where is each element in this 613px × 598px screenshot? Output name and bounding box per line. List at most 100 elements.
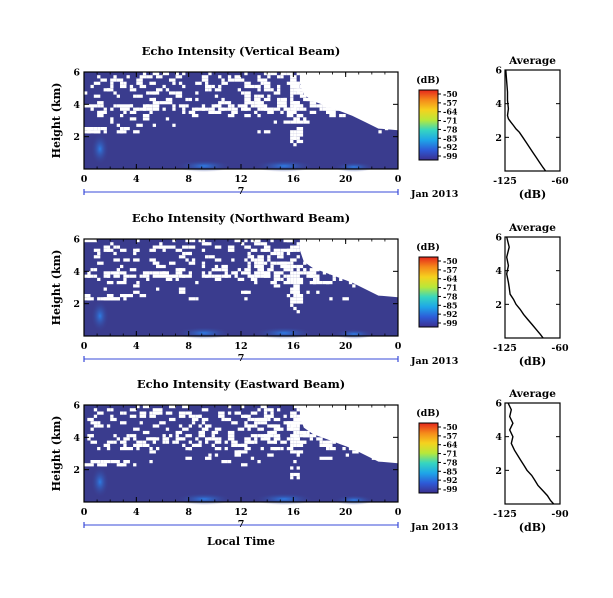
gap-cell xyxy=(169,434,173,438)
gap-cell xyxy=(257,107,261,111)
gap-cell xyxy=(332,421,336,425)
gap-cell xyxy=(260,421,268,425)
y-axis-label: Height (km) xyxy=(50,83,63,159)
profile-frame xyxy=(504,402,561,505)
profile-frame xyxy=(504,236,561,339)
gap-cell xyxy=(103,443,111,447)
gap-cell xyxy=(303,411,310,415)
gap-cell xyxy=(296,466,300,470)
gap-cell xyxy=(149,411,153,415)
gap-cell xyxy=(152,440,156,444)
gap-cell xyxy=(169,245,176,249)
gap-cell xyxy=(123,294,127,298)
gap-cell xyxy=(326,97,330,102)
gap-cell xyxy=(84,91,88,95)
gap-cell xyxy=(241,443,248,447)
gap-cell xyxy=(335,91,343,95)
gap-cell xyxy=(120,81,124,85)
gap-cell xyxy=(365,424,372,428)
gap-cell xyxy=(313,281,317,285)
gap-cell xyxy=(237,427,245,431)
gap-cell xyxy=(270,430,277,435)
panel-1: Echo Intensity (Vertical Beam) 0 4 8 12 16 20 0… xyxy=(50,44,569,201)
surface-echo xyxy=(176,160,232,172)
gap-cell xyxy=(90,84,94,89)
gap-cell xyxy=(224,274,232,278)
gap-cell xyxy=(270,107,274,111)
gap-cell xyxy=(388,248,392,252)
gap-cell xyxy=(267,434,274,438)
gap-cell xyxy=(110,271,114,275)
gap-cell xyxy=(391,434,398,438)
gap-cell xyxy=(342,88,349,92)
gap-cell xyxy=(129,268,137,272)
gap-cell xyxy=(241,405,245,409)
gap-cell xyxy=(211,274,215,278)
gap-cell xyxy=(326,264,330,269)
gap-cell xyxy=(97,447,101,451)
gap-cell xyxy=(182,251,186,256)
gap-cell xyxy=(139,414,147,418)
gap-cell xyxy=(123,411,127,415)
gap-cell xyxy=(316,75,323,79)
gap-cell xyxy=(348,434,353,438)
gap-cell xyxy=(237,88,241,92)
gap-cell xyxy=(267,75,271,79)
gap-cell xyxy=(234,107,238,111)
gap-cell xyxy=(123,297,127,301)
gap-cell xyxy=(293,245,300,249)
gap-cell xyxy=(254,281,258,285)
gap-cell xyxy=(93,81,101,85)
gap-cell xyxy=(286,424,291,428)
gap-cell xyxy=(316,408,323,412)
gap-cell xyxy=(319,281,323,285)
gap-cell xyxy=(290,424,297,428)
gap-cell xyxy=(237,104,241,108)
gap-cell xyxy=(113,274,120,278)
gap-cell xyxy=(224,440,228,444)
gap-cell xyxy=(136,78,143,82)
gap-cell xyxy=(365,443,369,447)
gap-cell xyxy=(224,447,228,451)
profile-y-tick-label: 2 xyxy=(495,300,502,311)
gap-cell xyxy=(306,411,313,415)
gap-cell xyxy=(214,245,222,249)
gap-cell xyxy=(227,405,232,409)
gap-cell xyxy=(345,239,349,243)
gap-cell xyxy=(342,274,346,278)
gap-cell xyxy=(110,242,114,246)
panel-title: Echo Intensity (Northward Beam) xyxy=(132,211,350,225)
gap-cell xyxy=(348,427,356,431)
gap-cell xyxy=(293,277,297,281)
gap-cell xyxy=(293,84,300,89)
gap-cell xyxy=(152,408,156,412)
gap-cell xyxy=(214,110,222,114)
gap-cell xyxy=(178,424,183,428)
gap-cell xyxy=(188,245,196,249)
gap-cell xyxy=(133,290,140,294)
gap-cell xyxy=(326,456,333,460)
gap-cell xyxy=(110,84,114,89)
gap-cell xyxy=(286,294,291,298)
gap-cell xyxy=(296,300,304,304)
colorbar-tick-label: -71 xyxy=(443,449,457,459)
gap-cell xyxy=(319,443,326,447)
gap-cell xyxy=(97,297,101,301)
gap-cell xyxy=(110,408,114,412)
gap-cell xyxy=(198,424,202,428)
gap-cell xyxy=(227,245,235,249)
gap-cell xyxy=(270,261,277,265)
gap-cell xyxy=(378,281,382,285)
gap-cell xyxy=(293,405,300,409)
gap-cell xyxy=(348,447,356,451)
gap-cell xyxy=(339,430,343,435)
gap-cell xyxy=(273,277,281,281)
gap-cell xyxy=(299,84,304,89)
y-tick-label: 6 xyxy=(73,235,80,246)
gap-cell xyxy=(116,297,120,301)
gap-cell xyxy=(277,101,284,105)
gap-cell xyxy=(365,104,372,108)
gap-cell xyxy=(221,97,225,102)
gap-cell xyxy=(352,258,356,262)
